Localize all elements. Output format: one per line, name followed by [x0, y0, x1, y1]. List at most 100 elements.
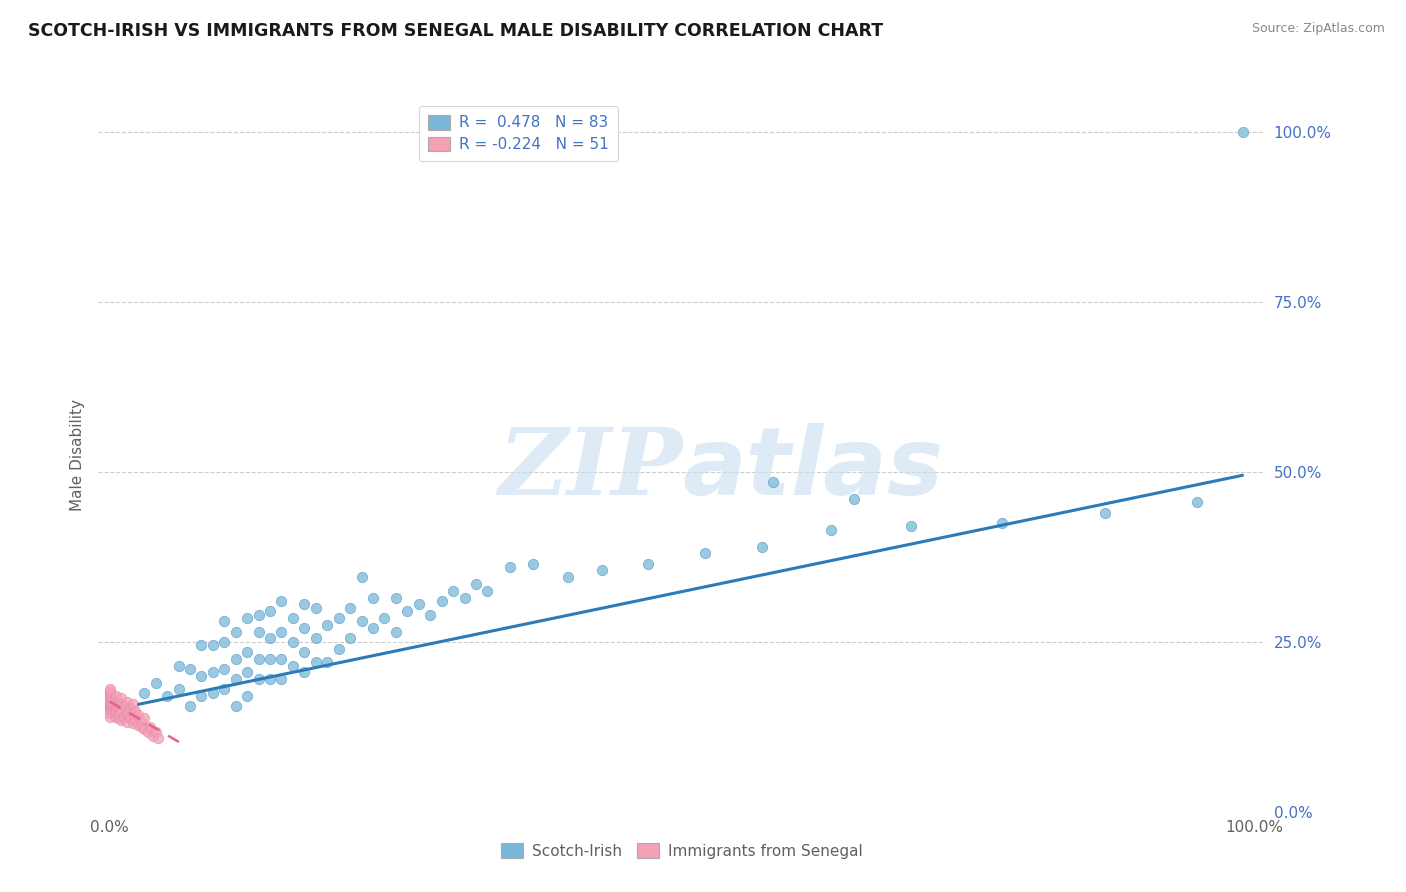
Point [120, 701, 142, 715]
Point [190, 689, 212, 703]
Point [134, 711, 156, 725]
Point [762, 475, 785, 489]
Point [129, 714, 152, 729]
Point [339, 632, 361, 646]
Point [108, 708, 131, 723]
Point [98, 698, 121, 712]
Point [350, 615, 373, 629]
Point [127, 717, 149, 731]
Point [453, 591, 475, 605]
Text: SCOTCH-IRISH VS IMMIGRANTS FROM SENEGAL MALE DISABILITY CORRELATION CHART: SCOTCH-IRISH VS IMMIGRANTS FROM SENEGAL … [28, 22, 883, 40]
Point [201, 638, 224, 652]
Point [107, 699, 129, 714]
Point [259, 604, 281, 618]
Point [419, 607, 441, 622]
Point [112, 699, 135, 714]
Point [98, 706, 121, 721]
Point [121, 698, 143, 712]
Point [637, 557, 659, 571]
Point [292, 665, 315, 680]
Point [107, 711, 129, 725]
Point [1232, 125, 1254, 139]
Point [167, 658, 190, 673]
Point [134, 686, 156, 700]
Point [259, 672, 281, 686]
Point [316, 655, 339, 669]
Point [557, 570, 579, 584]
Point [465, 577, 488, 591]
Point [131, 720, 153, 734]
Point [136, 724, 159, 739]
Point [214, 635, 236, 649]
Point [225, 624, 247, 639]
Point [98, 686, 121, 700]
Point [98, 683, 121, 698]
Point [98, 692, 121, 706]
Point [225, 699, 247, 714]
Point [305, 655, 328, 669]
Point [110, 704, 132, 718]
Point [270, 652, 292, 666]
Point [900, 519, 922, 533]
Point [339, 600, 361, 615]
Point [820, 523, 842, 537]
Point [121, 716, 143, 731]
Point [167, 682, 190, 697]
Point [142, 729, 165, 743]
Point [1094, 506, 1116, 520]
Point [396, 604, 419, 618]
Point [292, 621, 315, 635]
Point [247, 607, 270, 622]
Point [259, 632, 281, 646]
Point [108, 696, 131, 710]
Point [134, 722, 156, 736]
Text: ZIP: ZIP [498, 425, 682, 514]
Point [179, 699, 201, 714]
Point [156, 689, 179, 703]
Point [385, 624, 408, 639]
Point [145, 724, 167, 739]
Point [385, 591, 408, 605]
Point [350, 570, 373, 584]
Point [146, 731, 169, 746]
Point [124, 713, 146, 727]
Point [236, 689, 259, 703]
Point [115, 706, 138, 721]
Point [270, 594, 292, 608]
Point [842, 492, 865, 507]
Point [98, 699, 121, 714]
Point [214, 615, 236, 629]
Point [98, 696, 121, 710]
Point [591, 564, 613, 578]
Point [259, 652, 281, 666]
Point [361, 591, 384, 605]
Point [110, 713, 132, 727]
Point [522, 557, 544, 571]
Point [477, 583, 499, 598]
Point [127, 708, 149, 723]
Point [104, 704, 127, 718]
Point [305, 600, 328, 615]
Point [225, 672, 247, 686]
Point [247, 652, 270, 666]
Point [190, 669, 212, 683]
Point [991, 516, 1014, 530]
Text: Source: ZipAtlas.com: Source: ZipAtlas.com [1251, 22, 1385, 36]
Point [373, 611, 395, 625]
Point [247, 624, 270, 639]
Point [499, 560, 522, 574]
Point [98, 703, 121, 717]
Point [110, 698, 132, 712]
Point [281, 611, 304, 625]
Point [214, 682, 236, 697]
Point [104, 689, 127, 703]
Point [201, 665, 224, 680]
Point [145, 675, 167, 690]
Point [115, 695, 138, 709]
Point [430, 594, 453, 608]
Point [112, 709, 135, 723]
Point [120, 711, 142, 725]
Point [98, 695, 121, 709]
Point [1185, 495, 1208, 509]
Point [98, 689, 121, 703]
